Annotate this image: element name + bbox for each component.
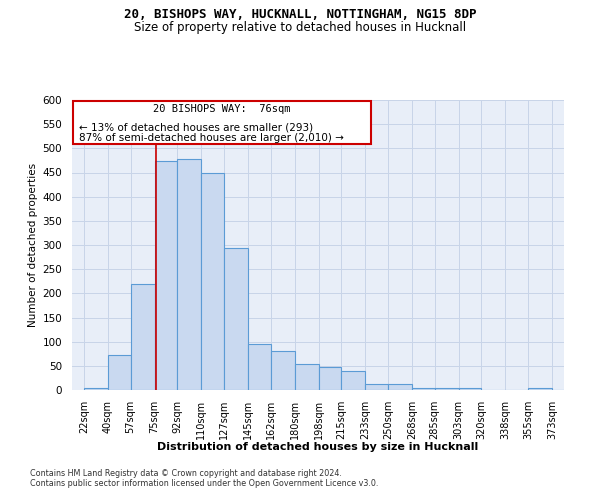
Bar	[131, 284, 155, 390]
Text: Size of property relative to detached houses in Hucknall: Size of property relative to detached ho…	[134, 21, 466, 34]
Bar	[271, 351, 295, 390]
Bar	[202, 173, 224, 390]
Text: ← 13% of detached houses are smaller (293): ← 13% of detached houses are smaller (29…	[79, 122, 313, 132]
Text: 20 BISHOPS WAY:  76sqm: 20 BISHOPS WAY: 76sqm	[153, 104, 291, 114]
Bar	[528, 388, 552, 390]
Text: Contains public sector information licensed under the Open Government Licence v3: Contains public sector information licen…	[30, 478, 379, 488]
FancyBboxPatch shape	[73, 102, 371, 143]
Bar	[434, 388, 458, 390]
Bar	[341, 370, 365, 390]
Bar	[224, 248, 248, 390]
Bar	[178, 159, 202, 390]
Y-axis label: Number of detached properties: Number of detached properties	[28, 163, 38, 327]
Text: 87% of semi-detached houses are larger (2,010) →: 87% of semi-detached houses are larger (…	[79, 133, 344, 143]
Text: Distribution of detached houses by size in Hucknall: Distribution of detached houses by size …	[157, 442, 479, 452]
Text: Contains HM Land Registry data © Crown copyright and database right 2024.: Contains HM Land Registry data © Crown c…	[30, 468, 342, 477]
Bar	[319, 368, 341, 390]
Bar	[412, 388, 434, 390]
Bar	[295, 364, 319, 390]
Bar	[458, 388, 481, 390]
Bar	[388, 384, 412, 390]
Bar	[248, 344, 271, 390]
Bar	[365, 384, 388, 390]
Bar	[155, 162, 178, 390]
Text: 20, BISHOPS WAY, HUCKNALL, NOTTINGHAM, NG15 8DP: 20, BISHOPS WAY, HUCKNALL, NOTTINGHAM, N…	[124, 8, 476, 20]
Bar	[84, 388, 108, 390]
Bar	[108, 355, 131, 390]
